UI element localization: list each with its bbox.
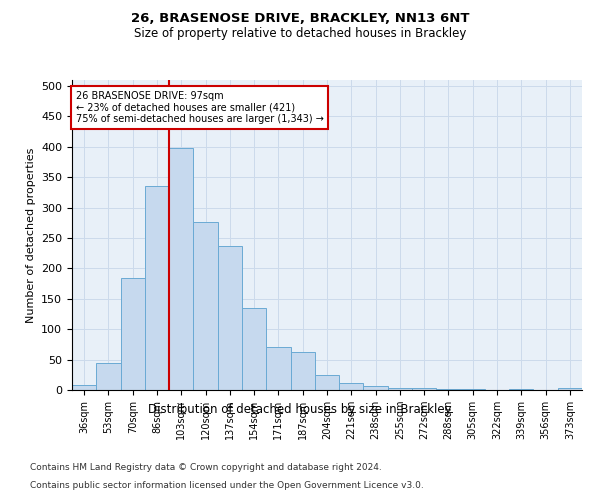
- Bar: [96, 362, 121, 390]
- Bar: [242, 308, 266, 390]
- Y-axis label: Number of detached properties: Number of detached properties: [26, 148, 35, 322]
- Bar: [290, 352, 315, 390]
- Bar: [388, 388, 412, 390]
- Bar: [315, 375, 339, 390]
- Text: Size of property relative to detached houses in Brackley: Size of property relative to detached ho…: [134, 28, 466, 40]
- Bar: [558, 388, 582, 390]
- Bar: [121, 278, 145, 390]
- Bar: [169, 148, 193, 390]
- Text: 26 BRASENOSE DRIVE: 97sqm
← 23% of detached houses are smaller (421)
75% of semi: 26 BRASENOSE DRIVE: 97sqm ← 23% of detac…: [76, 91, 323, 124]
- Text: Contains HM Land Registry data © Crown copyright and database right 2024.: Contains HM Land Registry data © Crown c…: [30, 464, 382, 472]
- Text: 26, BRASENOSE DRIVE, BRACKLEY, NN13 6NT: 26, BRASENOSE DRIVE, BRACKLEY, NN13 6NT: [131, 12, 469, 26]
- Text: Contains public sector information licensed under the Open Government Licence v3: Contains public sector information licen…: [30, 481, 424, 490]
- Bar: [412, 388, 436, 390]
- Bar: [436, 389, 461, 390]
- Bar: [218, 246, 242, 390]
- Bar: [364, 386, 388, 390]
- Bar: [266, 348, 290, 390]
- Bar: [145, 186, 169, 390]
- Bar: [339, 382, 364, 390]
- Text: Distribution of detached houses by size in Brackley: Distribution of detached houses by size …: [148, 402, 452, 415]
- Bar: [72, 385, 96, 390]
- Bar: [193, 222, 218, 390]
